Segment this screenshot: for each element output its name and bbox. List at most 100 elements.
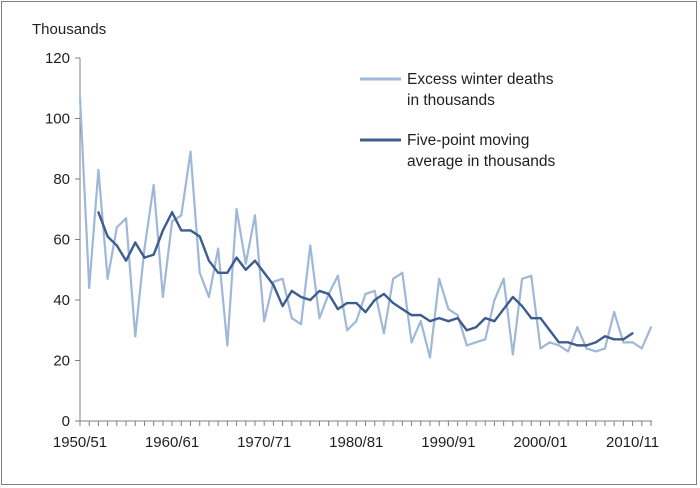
data-point-excess-deaths (309, 244, 312, 247)
data-point-moving-average (401, 307, 404, 311)
y-tick-label: 40 (53, 292, 70, 309)
data-point-moving-average (161, 229, 164, 232)
data-point-excess-deaths (373, 289, 376, 293)
data-point-excess-deaths (419, 320, 422, 323)
data-point-moving-average (318, 289, 321, 293)
data-point-moving-average (226, 271, 229, 274)
data-point-moving-average (309, 298, 312, 302)
series-layer (78, 96, 653, 359)
data-point-excess-deaths (124, 217, 128, 220)
data-point-excess-deaths (281, 277, 284, 280)
data-point-excess-deaths (161, 295, 164, 299)
data-point-moving-average (124, 259, 128, 262)
legend-label-moving-average-line1: Five-point moving (407, 132, 529, 149)
data-point-excess-deaths (613, 311, 616, 314)
data-point-excess-deaths (465, 344, 468, 347)
data-point-moving-average (345, 301, 349, 305)
data-point-moving-average (447, 320, 450, 323)
data-point-moving-average (502, 307, 505, 311)
data-point-moving-average (134, 241, 137, 244)
data-point-excess-deaths (115, 226, 118, 229)
data-point-moving-average (97, 211, 100, 214)
data-point-excess-deaths (382, 332, 386, 335)
data-point-moving-average (428, 320, 432, 323)
x-tick-label: 1980/81 (329, 434, 383, 451)
data-point-moving-average (410, 314, 413, 317)
data-point-moving-average (631, 332, 634, 335)
data-point-moving-average (263, 271, 266, 274)
data-point-moving-average (474, 326, 478, 329)
data-point-moving-average (419, 314, 422, 317)
data-point-moving-average (272, 283, 275, 286)
data-point-excess-deaths (143, 247, 146, 250)
data-point-excess-deaths (180, 214, 183, 217)
data-point-excess-deaths (152, 183, 155, 187)
data-point-excess-deaths (520, 277, 524, 280)
y-tick-label: 100 (45, 111, 70, 128)
data-point-moving-average (235, 256, 238, 259)
data-point-moving-average (622, 338, 625, 341)
data-point-excess-deaths (364, 292, 367, 296)
data-point-excess-deaths (226, 344, 229, 347)
data-point-moving-average (484, 317, 487, 320)
data-point-moving-average (217, 271, 220, 274)
data-point-excess-deaths (511, 353, 514, 356)
series-points-moving-average (97, 211, 634, 347)
x-tick-label: 2010/11 (606, 434, 659, 451)
data-point-excess-deaths (170, 220, 174, 223)
data-point-excess-deaths (410, 341, 413, 344)
data-point-moving-average (253, 259, 257, 262)
data-point-excess-deaths (649, 326, 653, 329)
data-point-moving-average (465, 329, 468, 332)
data-point-moving-average (539, 317, 542, 320)
data-point-excess-deaths (456, 314, 459, 317)
data-point-excess-deaths (530, 274, 533, 277)
data-point-excess-deaths (594, 350, 597, 353)
data-point-excess-deaths (484, 338, 487, 341)
data-point-excess-deaths (603, 347, 607, 350)
data-point-moving-average (152, 253, 155, 256)
data-point-excess-deaths (428, 356, 432, 359)
data-point-moving-average (438, 317, 441, 320)
data-point-excess-deaths (189, 150, 192, 153)
data-point-excess-deaths (290, 317, 293, 320)
data-point-excess-deaths (585, 347, 588, 350)
y-axis-unit-label: Thousands (32, 21, 107, 38)
data-point-excess-deaths (401, 271, 404, 274)
y-tick-label: 20 (53, 353, 70, 370)
x-tick-label: 1970/71 (237, 434, 291, 451)
data-point-moving-average (511, 295, 514, 299)
data-point-excess-deaths (217, 247, 220, 250)
data-point-moving-average (355, 301, 358, 305)
data-point-excess-deaths (235, 208, 238, 211)
data-point-moving-average (180, 229, 183, 232)
data-point-excess-deaths (244, 262, 247, 265)
data-point-excess-deaths (640, 347, 643, 350)
data-point-moving-average (382, 292, 386, 296)
data-point-moving-average (530, 317, 533, 320)
x-tick-label: 1950/51 (53, 434, 107, 451)
data-point-excess-deaths (539, 347, 542, 350)
data-point-excess-deaths (557, 344, 561, 347)
x-tick-label: 1990/91 (421, 434, 475, 451)
data-point-excess-deaths (134, 335, 137, 338)
data-point-moving-average (373, 298, 376, 302)
data-point-moving-average (336, 307, 339, 311)
data-point-moving-average (106, 235, 109, 238)
data-point-excess-deaths (88, 286, 91, 289)
data-point-moving-average (290, 289, 293, 293)
y-tick-label: 60 (53, 232, 70, 249)
data-point-excess-deaths (438, 277, 441, 280)
data-point-excess-deaths (97, 168, 100, 172)
data-point-moving-average (613, 338, 616, 341)
data-point-moving-average (115, 244, 118, 247)
data-point-excess-deaths (493, 298, 496, 302)
data-point-moving-average (567, 341, 570, 344)
data-point-excess-deaths (345, 329, 349, 332)
x-tick-label: 2000/01 (513, 434, 567, 451)
data-point-excess-deaths (299, 323, 303, 326)
data-point-moving-average (327, 292, 330, 296)
data-point-excess-deaths (355, 320, 358, 323)
y-tick-label: 80 (53, 171, 70, 188)
